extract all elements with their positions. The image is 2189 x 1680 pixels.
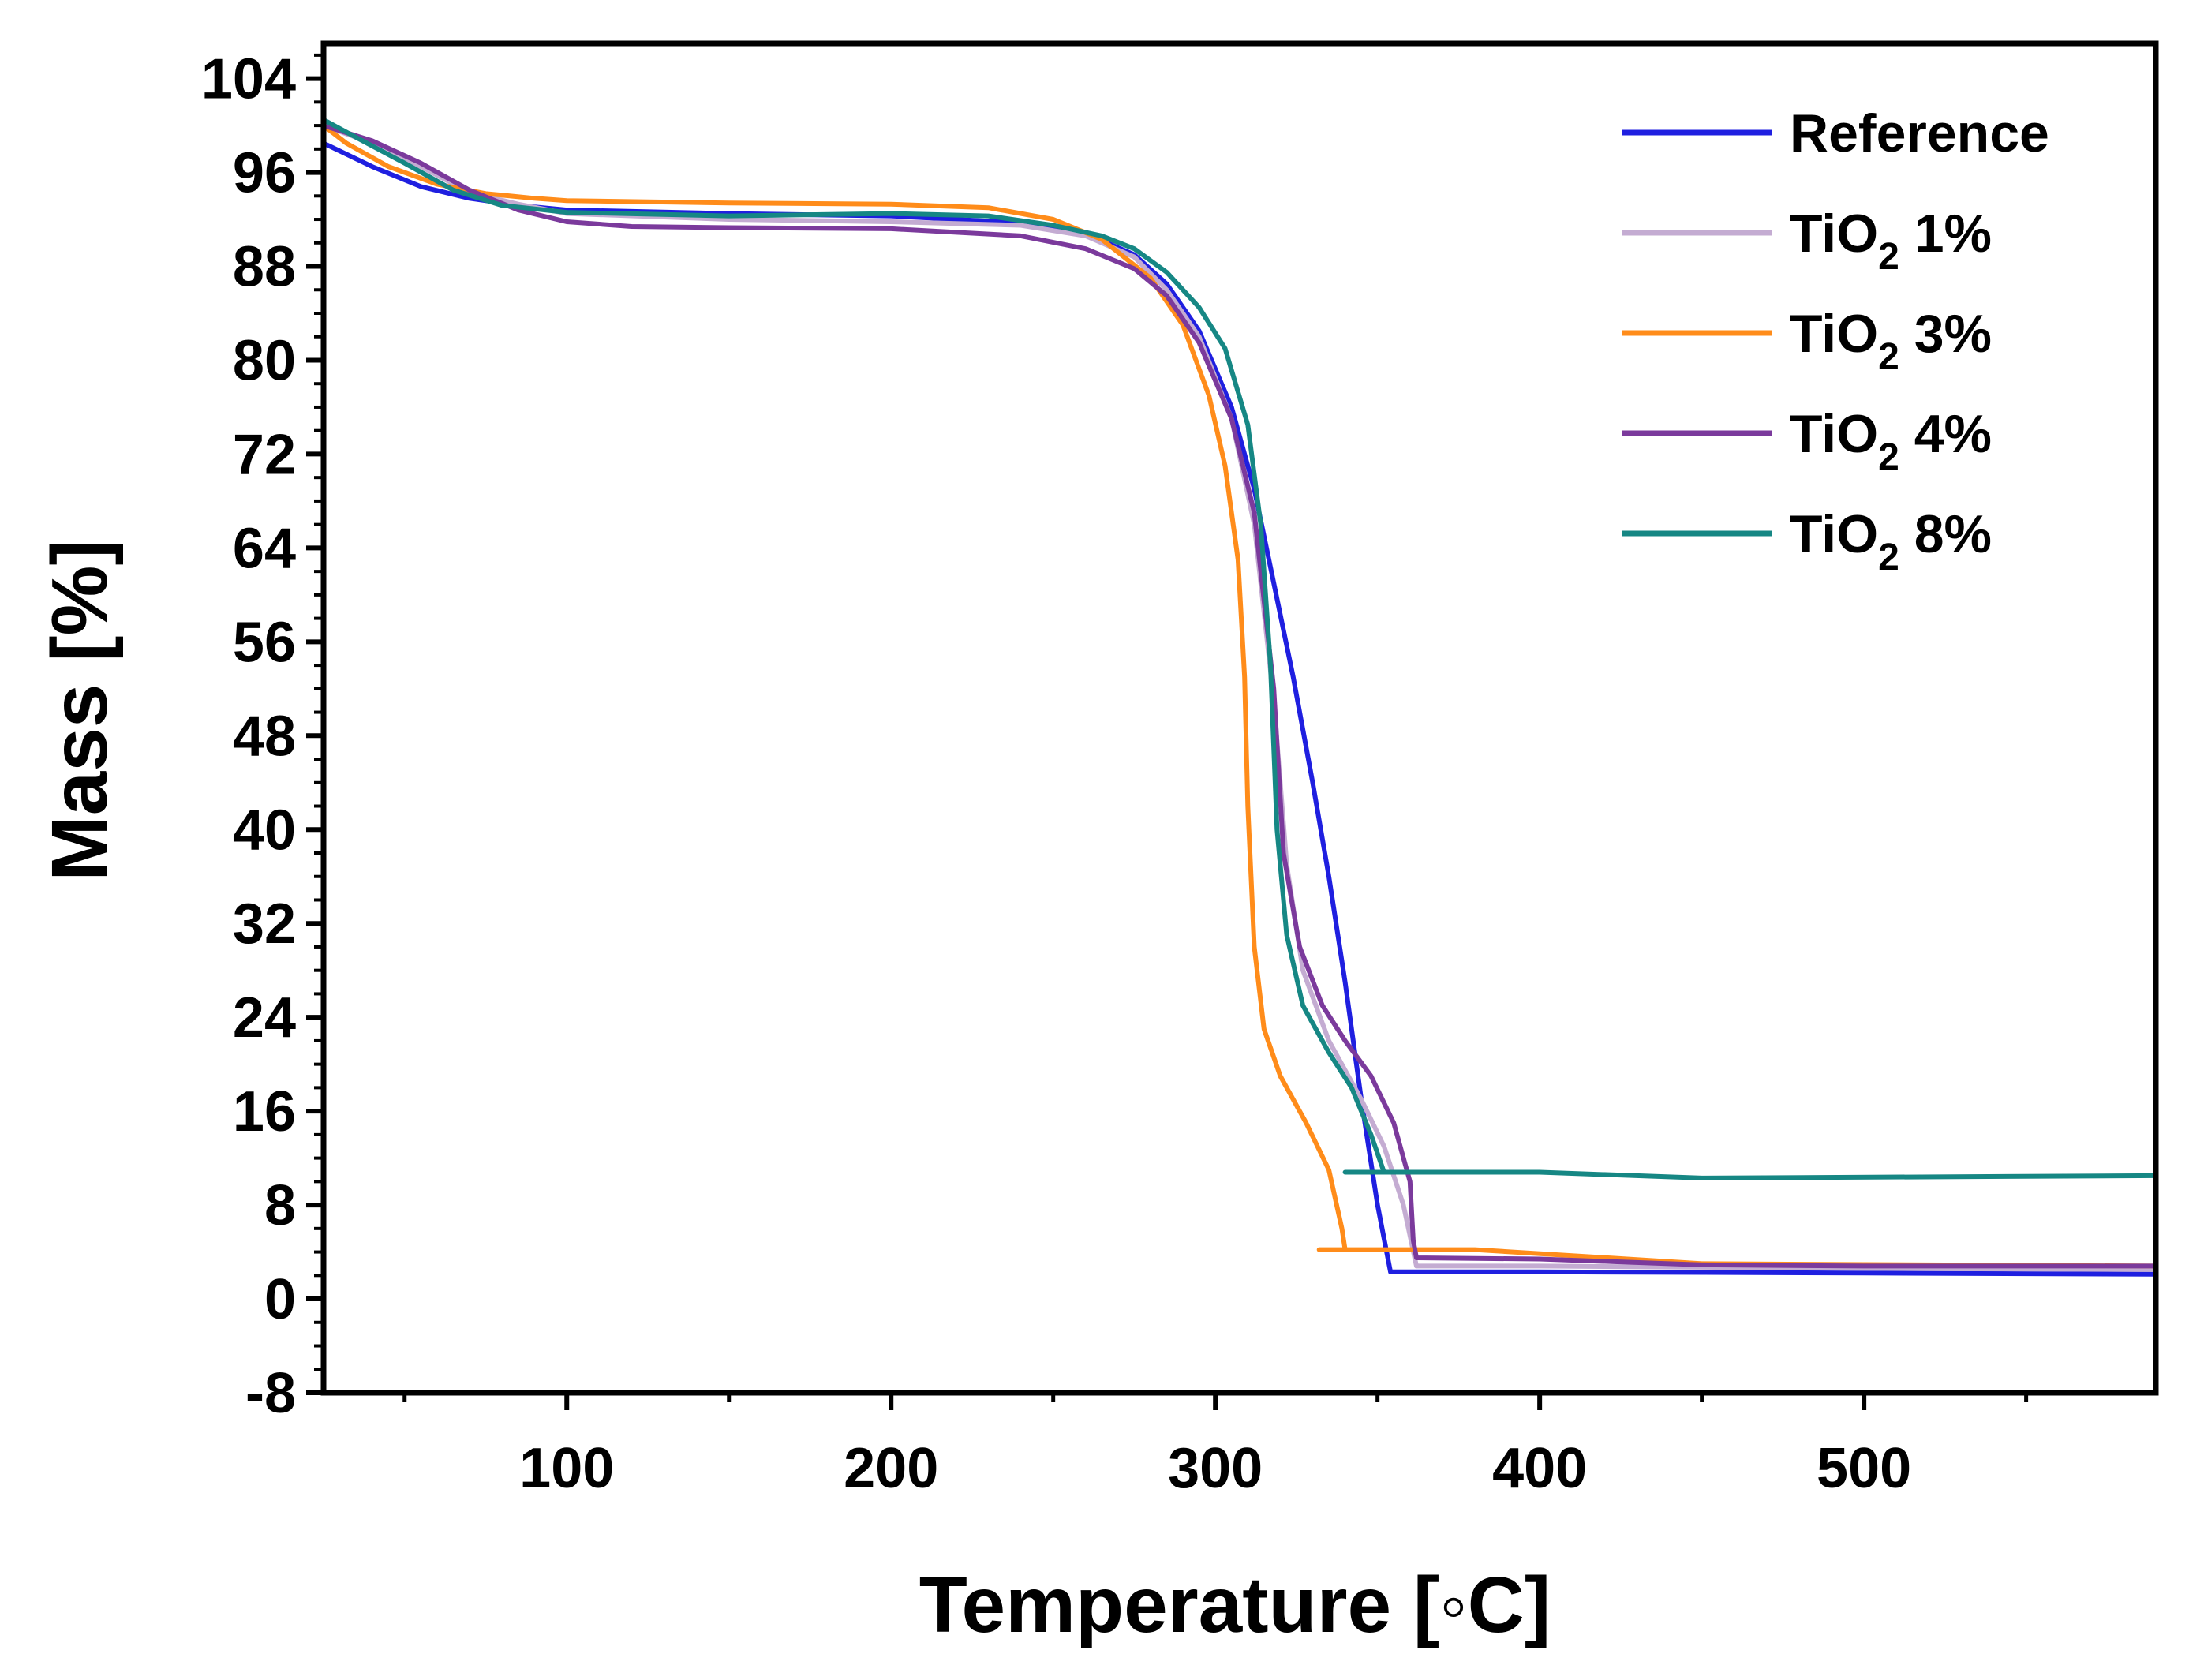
y-tick-label: 56 <box>233 611 296 674</box>
series-line-4 <box>324 117 2156 1180</box>
series-line-3 <box>324 123 2156 1269</box>
y-tick-label: 72 <box>233 423 296 486</box>
x-tick-label: 100 <box>519 1437 614 1500</box>
plot-frame <box>320 40 2159 1396</box>
legend-label-3: TiO2 4% <box>1790 404 1992 478</box>
y-tick-label: 24 <box>233 986 296 1050</box>
y-tick-label: 40 <box>233 799 296 862</box>
legend: Reference TiO2 1% TiO2 3% TiO2 4% TiO2 8% <box>1622 103 2049 578</box>
legend-label-2: TiO2 3% <box>1790 304 1992 378</box>
y-tick-label: 16 <box>233 1080 296 1143</box>
x-axis-title: Temperature [◦C] <box>919 1561 1551 1649</box>
legend-label-4: TiO2 8% <box>1790 504 1992 578</box>
x-tick-label: 400 <box>1492 1437 1587 1500</box>
y-tick-label: 104 <box>201 48 296 111</box>
x-axis: 100 200 300 400 500 <box>402 1393 2029 1500</box>
y-tick-label: 64 <box>233 517 296 580</box>
y-tick-label: 88 <box>233 236 296 299</box>
y-tick-label: 0 <box>264 1268 296 1331</box>
series-line-2 <box>324 123 2156 1269</box>
y-tick-label: 96 <box>233 142 296 205</box>
y-axis: -8 0 8 16 24 32 40 48 56 64 72 80 88 96 104 <box>201 48 324 1425</box>
y-tick-label: 48 <box>233 705 296 768</box>
y-tick-label: 8 <box>264 1174 296 1237</box>
y-tick-label: 80 <box>233 329 296 392</box>
x-tick-label: 200 <box>844 1437 938 1500</box>
x-tick-label: 300 <box>1168 1437 1263 1500</box>
y-tick-label: -8 <box>245 1362 296 1425</box>
legend-label-1: TiO2 1% <box>1790 204 1992 278</box>
legend-label-0: Reference <box>1790 103 2049 163</box>
x-tick-label: 500 <box>1817 1437 1911 1500</box>
y-tick-label: 32 <box>233 892 296 956</box>
plot-area <box>324 117 2156 1277</box>
y-axis-title: Mass [%] <box>36 539 124 881</box>
